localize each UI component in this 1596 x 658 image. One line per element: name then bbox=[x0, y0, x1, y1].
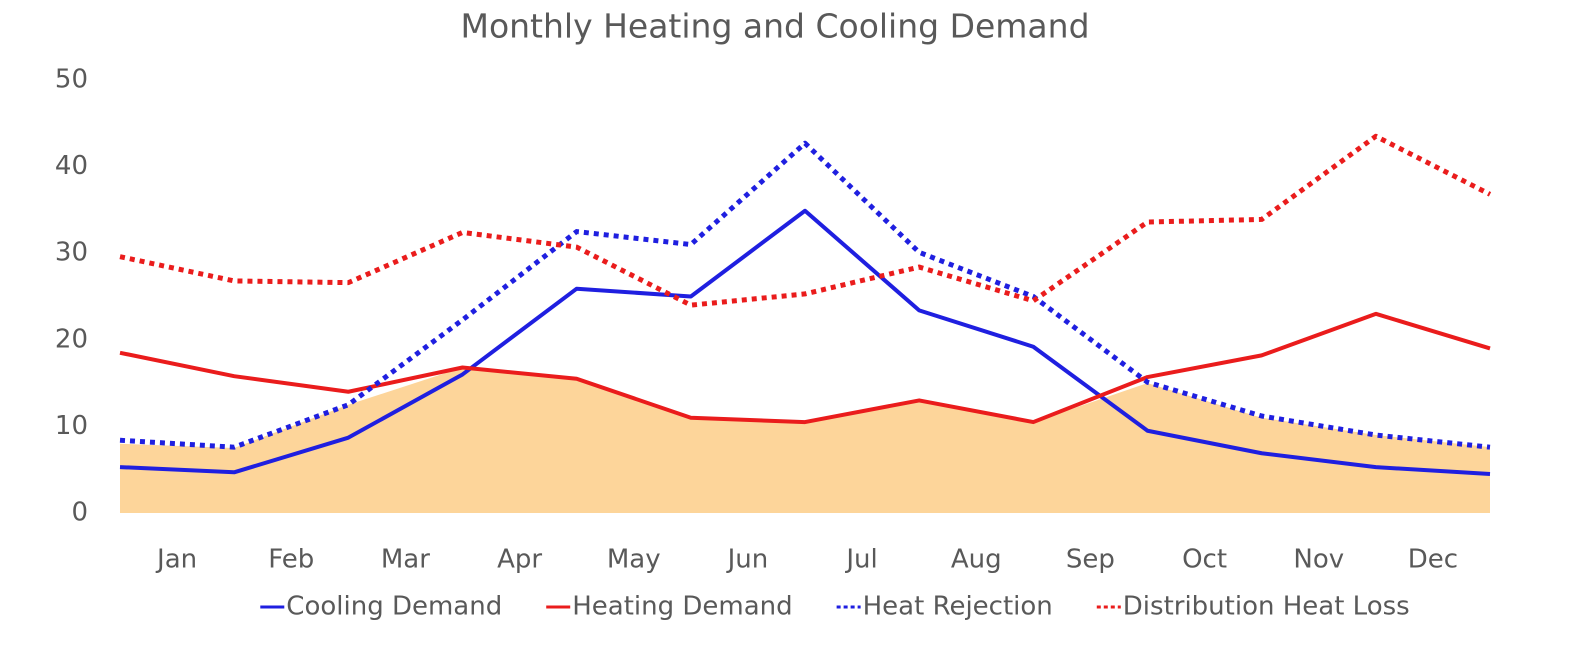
x-tick-label: Mar bbox=[381, 545, 430, 575]
x-tick-label: Feb bbox=[268, 545, 314, 575]
y-tick-label: 30 bbox=[55, 238, 88, 268]
legend-label: Heating Demand bbox=[572, 592, 792, 622]
line bbox=[119, 140, 1491, 450]
y-tick-label: 40 bbox=[55, 151, 88, 181]
y-tick-label: 50 bbox=[55, 65, 88, 95]
x-tick-label: Dec bbox=[1408, 545, 1458, 575]
line bbox=[119, 133, 1492, 308]
x-tick-label: Jun bbox=[726, 545, 769, 575]
x-tick-label: Oct bbox=[1182, 545, 1227, 575]
chart-title: Monthly Heating and Cooling Demand bbox=[460, 7, 1089, 46]
x-tick-label: Nov bbox=[1293, 545, 1344, 575]
x-tick-label: Jul bbox=[844, 545, 877, 575]
y-tick-label: 10 bbox=[55, 411, 88, 441]
x-tick-label: Jan bbox=[155, 545, 197, 575]
line bbox=[119, 208, 1491, 477]
y-tick-label: 0 bbox=[71, 498, 88, 528]
line bbox=[119, 311, 1491, 425]
legend-label: Cooling Demand bbox=[286, 592, 502, 622]
x-tick-label: Sep bbox=[1066, 545, 1115, 575]
legend-label: Heat Rejection bbox=[863, 592, 1053, 622]
y-tick-label: 20 bbox=[55, 324, 88, 354]
x-tick-label: May bbox=[607, 545, 661, 575]
legend: Cooling Demand Heating Demand Heat Rejecti… bbox=[260, 592, 1410, 622]
x-tick-label: Aug bbox=[951, 545, 1002, 575]
x-tick-label: Apr bbox=[497, 545, 542, 575]
legend-label: Distribution Heat Loss bbox=[1123, 592, 1410, 622]
area bbox=[120, 367, 1490, 513]
